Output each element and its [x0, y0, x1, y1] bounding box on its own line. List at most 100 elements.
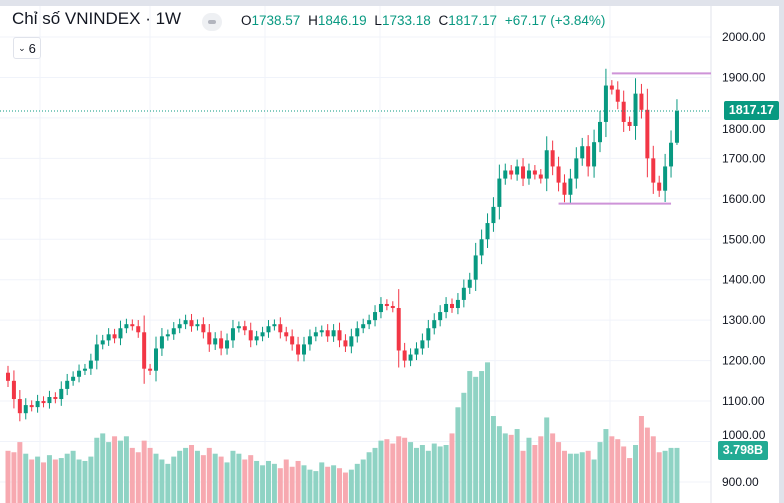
change-value: +67.17 (+3.84%) — [504, 13, 606, 28]
candle-body — [485, 223, 490, 240]
volume-bar — [206, 447, 212, 503]
candle-body — [183, 320, 188, 325]
candle-body — [532, 170, 537, 175]
candle-body — [473, 255, 478, 280]
volume-bar — [260, 465, 266, 503]
y-tick-label: 1700.00 — [722, 151, 766, 165]
candle-body — [189, 320, 194, 327]
volume-bar — [342, 472, 348, 503]
candle-body — [29, 405, 34, 408]
volume-bar — [556, 442, 562, 503]
volume-bar — [413, 447, 419, 503]
volume-bar — [82, 460, 88, 503]
volume-bar — [106, 442, 112, 503]
candle-body — [497, 178, 502, 207]
volume-bar — [538, 436, 544, 503]
candle-body — [615, 89, 620, 102]
candle-body — [627, 121, 632, 126]
volume-bar — [597, 442, 603, 503]
volume-bar — [384, 439, 390, 503]
volume-bar — [94, 437, 100, 503]
volume-bar — [277, 468, 283, 503]
candle-body — [313, 332, 318, 337]
volume-bar — [200, 455, 206, 503]
volume-bar — [112, 436, 118, 503]
candle-body — [17, 399, 22, 414]
candle-body — [177, 324, 182, 329]
candle-body — [325, 330, 330, 337]
volume-bar — [283, 459, 289, 503]
candle-body — [669, 142, 674, 167]
candle-body — [503, 170, 508, 179]
high-value: 1846.19 — [317, 13, 367, 28]
candle-body — [59, 388, 64, 400]
candle-body — [302, 344, 306, 355]
volume-bar — [650, 436, 656, 503]
y-tick-label: 1900.00 — [722, 70, 766, 84]
candle-body — [550, 150, 555, 167]
candle-body — [420, 340, 425, 349]
candle-body — [207, 332, 212, 345]
volume-bar — [325, 466, 331, 503]
volume-bar — [236, 453, 242, 503]
volume-bar — [230, 450, 236, 503]
open-value: 1738.57 — [251, 13, 301, 28]
candle-body — [136, 326, 141, 333]
volume-bar — [633, 445, 639, 503]
candle-body — [236, 326, 241, 329]
volume-bar — [609, 436, 615, 503]
volume-bar — [532, 445, 538, 503]
candle-body — [254, 336, 259, 341]
volume-bar — [100, 433, 106, 503]
candle-body — [432, 320, 437, 329]
volume-bar — [603, 429, 609, 503]
candle-body — [307, 336, 312, 345]
volume-bar — [159, 459, 165, 503]
candle-body — [349, 336, 354, 347]
candle-body — [580, 146, 585, 159]
legend-toggle-button[interactable] — [202, 13, 222, 31]
candle-body — [367, 320, 372, 325]
ohlc-legend: O1738.57 H1846.19 L1733.18 C1817.17 +67.… — [241, 13, 609, 28]
candle-body — [378, 303, 383, 313]
candle-body — [574, 158, 579, 179]
volume-bar — [366, 452, 372, 503]
volume-bar — [579, 452, 585, 503]
volume-bar — [573, 453, 579, 503]
volume-bar — [674, 447, 680, 503]
volume-bar — [473, 376, 479, 503]
candle-body — [337, 330, 342, 341]
y-tick-label: 2000.00 — [722, 30, 766, 44]
indicators-collapse-button[interactable]: ⌄ 6 — [13, 37, 41, 59]
volume-bar — [585, 450, 591, 503]
volume-bar — [638, 416, 644, 503]
candle-body — [450, 303, 454, 309]
volume-bar — [88, 456, 94, 503]
candle-body — [260, 332, 265, 337]
y-tick-label: 1600.00 — [722, 192, 766, 206]
candle-body — [343, 340, 348, 347]
candle-body — [491, 206, 496, 224]
candle-body — [396, 308, 401, 351]
candle-body — [556, 166, 561, 183]
candle-body — [455, 299, 460, 309]
volume-bar — [467, 371, 473, 503]
volume-bar — [514, 429, 520, 503]
candle-body — [408, 354, 413, 361]
volume-bar — [337, 468, 343, 503]
volume-bar — [295, 460, 301, 503]
candle-body — [219, 338, 224, 349]
volume-bar — [485, 362, 491, 503]
candle-body — [645, 109, 650, 159]
candle-body — [11, 380, 16, 400]
volume-bar — [508, 434, 514, 503]
volume-tag: 3.798B — [717, 441, 768, 460]
candle-body — [598, 121, 602, 143]
candle-body — [373, 312, 378, 321]
candle-body — [284, 332, 289, 337]
low-label: L — [374, 13, 382, 28]
indicators-count: 6 — [28, 40, 36, 56]
volume-bar — [561, 450, 567, 503]
volume-bar — [621, 446, 627, 503]
